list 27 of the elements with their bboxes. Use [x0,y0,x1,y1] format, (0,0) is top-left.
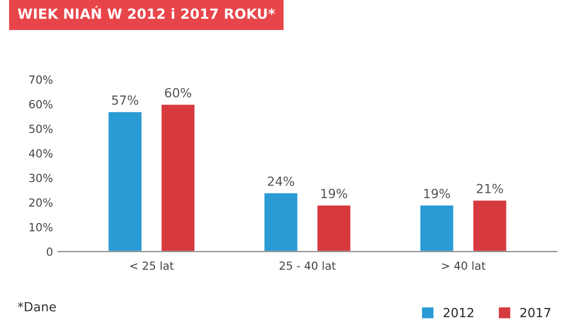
y-tick-label: 10% [30,222,53,232]
x-tick-label: > 40 lat [442,261,486,270]
legend-label: 2017 [520,308,550,318]
text: 19% [321,188,348,198]
text: 24% [268,176,294,186]
legend-label: 2012 [444,308,474,318]
y-tick-label: 0 [46,248,52,256]
y-tick-label: 50% [29,124,53,133]
bar [316,204,352,252]
bar [472,199,508,252]
x-tick-label: < 25 lat [130,261,174,270]
text: 21% [476,184,503,194]
bar [418,204,455,252]
chart-title: WIEK NIAŃ W 2012 i 2017 ROKU* [18,6,275,19]
bar [263,192,299,252]
text: 57% [112,95,138,105]
y-tick-label: 60% [29,100,53,108]
x-tick-label: 25 - 40 lat [280,261,336,270]
y-tick-label: 40% [28,149,53,158]
bar [160,103,196,252]
y-tick-label: 70% [29,75,53,84]
text: *Dane [18,302,56,312]
y-tick-label: 30% [29,174,53,182]
y-tick-label: 20% [29,198,53,207]
bar [107,110,143,252]
text: 60% [165,88,192,98]
text: 19% [424,188,450,198]
